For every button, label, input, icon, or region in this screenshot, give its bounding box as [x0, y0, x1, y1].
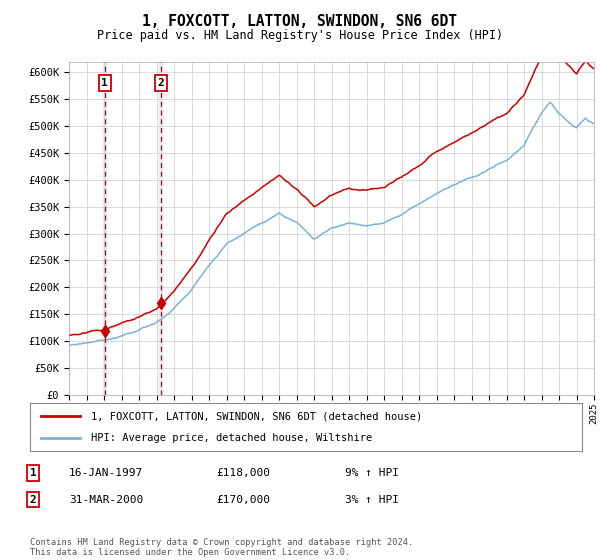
Text: 2: 2	[157, 78, 164, 88]
Bar	[160, 62, 162, 395]
Text: 1, FOXCOTT, LATTON, SWINDON, SN6 6DT: 1, FOXCOTT, LATTON, SWINDON, SN6 6DT	[143, 14, 458, 29]
Text: 1: 1	[29, 468, 37, 478]
Text: 16-JAN-1997: 16-JAN-1997	[69, 468, 143, 478]
Text: £170,000: £170,000	[216, 494, 270, 505]
Text: 3% ↑ HPI: 3% ↑ HPI	[345, 494, 399, 505]
Text: 9% ↑ HPI: 9% ↑ HPI	[345, 468, 399, 478]
Text: Price paid vs. HM Land Registry's House Price Index (HPI): Price paid vs. HM Land Registry's House …	[97, 29, 503, 42]
Text: 1, FOXCOTT, LATTON, SWINDON, SN6 6DT (detached house): 1, FOXCOTT, LATTON, SWINDON, SN6 6DT (de…	[91, 411, 422, 421]
Text: 1: 1	[101, 78, 108, 88]
Text: 31-MAR-2000: 31-MAR-2000	[69, 494, 143, 505]
Bar	[103, 62, 106, 395]
Text: Contains HM Land Registry data © Crown copyright and database right 2024.
This d: Contains HM Land Registry data © Crown c…	[30, 538, 413, 557]
Text: 2: 2	[29, 494, 37, 505]
Text: £118,000: £118,000	[216, 468, 270, 478]
Text: HPI: Average price, detached house, Wiltshire: HPI: Average price, detached house, Wilt…	[91, 433, 372, 443]
